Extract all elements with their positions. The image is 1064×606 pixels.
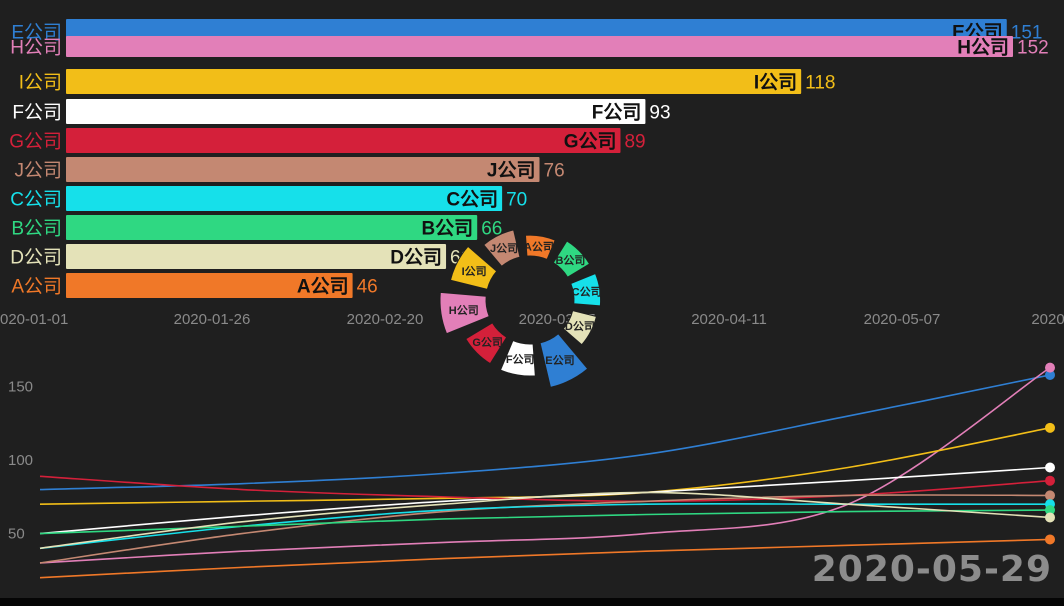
line-series-4 xyxy=(39,475,1051,503)
y-tick-0: 50 xyxy=(8,526,25,543)
bar-1 xyxy=(66,36,1013,57)
line-endpoint-1 xyxy=(1045,362,1055,373)
rose-slice-0 xyxy=(524,234,556,261)
x-tick-0: 2020-01-01 xyxy=(0,311,68,328)
rose-label-3: D公司 xyxy=(565,320,595,333)
bar-9 xyxy=(66,273,353,298)
value-label-4: 89 xyxy=(624,132,645,153)
line-series-8 xyxy=(39,491,1051,550)
line-endpoint-7 xyxy=(1045,505,1055,516)
rose-label-5: F公司 xyxy=(506,353,535,366)
rose-slice-6 xyxy=(465,322,508,365)
bar-4 xyxy=(66,128,621,153)
category-label-0: E公司 xyxy=(11,23,62,44)
rose-slice-5 xyxy=(499,339,536,377)
bar-7 xyxy=(66,215,478,240)
category-label-1: H公司 xyxy=(10,38,62,59)
category-label-3: F公司 xyxy=(12,103,62,124)
bar-inner-label-4: G公司 xyxy=(564,131,617,153)
line-series-5 xyxy=(39,494,1051,564)
line-endpoint-2 xyxy=(1045,422,1055,433)
rose-label-1: B公司 xyxy=(555,254,585,267)
rose-slice-2 xyxy=(570,272,602,307)
line-endpoint-8 xyxy=(1045,512,1055,523)
rose-label-4: E公司 xyxy=(545,354,574,367)
x-tick-5: 2020-05-07 xyxy=(864,311,941,328)
value-label-5: 76 xyxy=(544,161,565,182)
date-stamp: 2020-05-29 xyxy=(811,549,1052,590)
bar-inner-label-2: I公司 xyxy=(754,72,797,94)
rose-label-0: A公司 xyxy=(524,240,554,253)
line-endpoint-4 xyxy=(1045,475,1055,486)
line-series-1 xyxy=(39,366,1051,564)
value-label-3: 93 xyxy=(649,103,670,124)
line-endpoint-0 xyxy=(1045,369,1055,380)
category-label-4: G公司 xyxy=(9,132,62,153)
value-label-7: 66 xyxy=(481,219,502,240)
bar-2 xyxy=(66,69,802,94)
category-label-2: I公司 xyxy=(19,73,62,94)
line-series-9 xyxy=(39,538,1051,579)
rose-slice-7 xyxy=(439,291,490,335)
line-endpoint-3 xyxy=(1045,462,1055,473)
bar-inner-label-5: J公司 xyxy=(487,160,536,182)
rose-slice-8 xyxy=(449,245,498,290)
bar-inner-label-8: D公司 xyxy=(390,247,442,269)
rose-slice-3 xyxy=(562,310,598,346)
rose-label-8: I公司 xyxy=(462,265,487,278)
bar-6 xyxy=(66,186,503,211)
line-series-6 xyxy=(39,502,1050,550)
line-endpoint-9 xyxy=(1045,534,1055,545)
value-label-2: 118 xyxy=(805,73,835,94)
y-tick-1: 100 xyxy=(8,452,33,469)
x-tick-1: 2020-01-26 xyxy=(174,311,251,328)
value-label-6: 70 xyxy=(506,190,527,211)
rose-label-6: G公司 xyxy=(472,336,503,349)
y-tick-2: 150 xyxy=(8,379,33,396)
bar-inner-label-7: B公司 xyxy=(421,218,473,240)
bar-8 xyxy=(66,244,447,269)
bar-inner-label-9: A公司 xyxy=(297,276,349,298)
category-label-7: B公司 xyxy=(11,219,62,240)
line-series-7 xyxy=(39,509,1051,535)
x-tick-4: 2020-04-11 xyxy=(691,311,767,328)
bottom-strip xyxy=(0,598,1064,606)
x-tick-2: 2020-02-20 xyxy=(347,311,424,328)
bar-inner-label-6: C公司 xyxy=(446,189,498,211)
bar-3 xyxy=(66,99,646,124)
x-tick-6: 2020 xyxy=(1031,311,1064,328)
bar-inner-label-3: F公司 xyxy=(592,102,642,124)
rose-label-9: J公司 xyxy=(490,242,518,255)
value-label-1: 152 xyxy=(1017,38,1049,59)
category-label-6: C公司 xyxy=(10,190,62,211)
rose-label-7: H公司 xyxy=(449,304,479,317)
value-label-9: 46 xyxy=(357,277,378,298)
bar-5 xyxy=(66,157,540,182)
category-label-9: A公司 xyxy=(11,277,62,298)
line-endpoint-5 xyxy=(1045,490,1055,501)
rose-slice-9 xyxy=(483,229,521,268)
category-label-8: D公司 xyxy=(10,248,62,269)
value-label-0: 151 xyxy=(1011,23,1043,44)
bar-inner-label-1: H公司 xyxy=(957,37,1009,59)
category-label-5: J公司 xyxy=(14,161,62,182)
rose-slice-1 xyxy=(552,240,591,278)
rose-slice-4 xyxy=(539,332,589,388)
line-series-0 xyxy=(39,374,1051,491)
rose-label-2: C公司 xyxy=(572,285,602,298)
